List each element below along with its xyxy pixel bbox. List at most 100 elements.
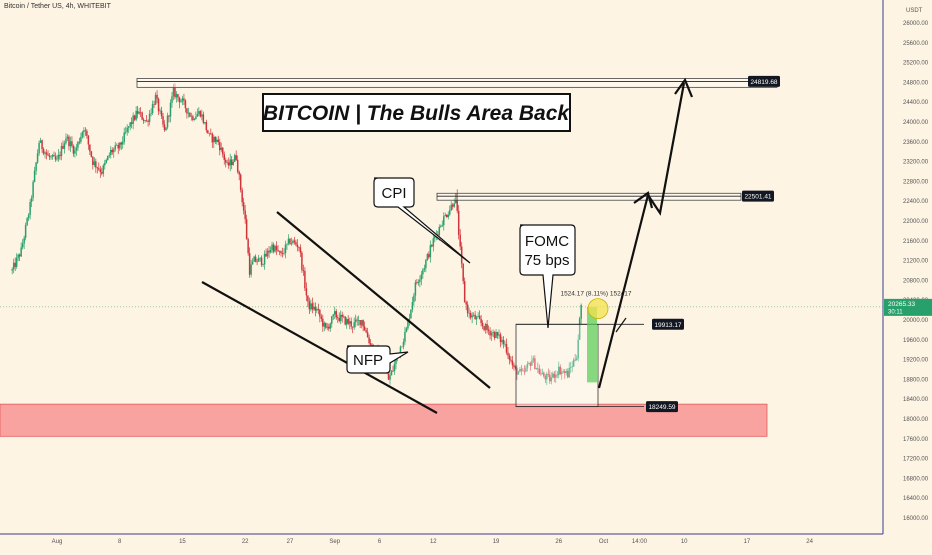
candle-up bbox=[329, 323, 332, 329]
y-tick-label: 23600.00 bbox=[903, 140, 929, 146]
candle-up bbox=[492, 332, 494, 333]
candle-up bbox=[413, 295, 415, 303]
candle-down bbox=[514, 366, 517, 368]
candle-down bbox=[462, 263, 464, 282]
candle-down bbox=[335, 311, 338, 318]
x-tick-label: 26 bbox=[555, 539, 562, 545]
candle-up bbox=[501, 339, 503, 343]
candle-down bbox=[289, 238, 291, 244]
candle-up bbox=[562, 371, 564, 372]
candle-up bbox=[229, 159, 231, 166]
level-label: 22501.41 bbox=[744, 194, 771, 201]
candle-down bbox=[162, 116, 164, 125]
candle-down bbox=[507, 352, 509, 356]
candle-up bbox=[577, 339, 579, 359]
candle-down bbox=[366, 332, 369, 338]
candle-down bbox=[469, 313, 472, 318]
candle-down bbox=[157, 98, 160, 112]
candle-down bbox=[239, 174, 242, 190]
candle-up bbox=[411, 302, 414, 310]
candle-up bbox=[181, 98, 184, 102]
y-tick-label: 25200.00 bbox=[903, 61, 929, 67]
candle-down bbox=[341, 314, 343, 317]
current-price-label: 20265.33 bbox=[888, 301, 915, 308]
candle-down bbox=[202, 114, 205, 123]
y-tick-label: 19600.00 bbox=[903, 338, 929, 344]
candle-up bbox=[27, 215, 30, 219]
candle-up bbox=[316, 308, 318, 311]
candle-down bbox=[299, 247, 302, 253]
candle-down bbox=[244, 210, 246, 220]
candle-down bbox=[178, 97, 181, 103]
candle-down bbox=[177, 94, 179, 98]
candle-up bbox=[405, 328, 408, 332]
y-tick-label: 26000.00 bbox=[903, 21, 929, 27]
x-tick-label: 17 bbox=[744, 539, 751, 545]
channel-upper-line bbox=[276, 211, 491, 389]
candle-up bbox=[395, 358, 397, 364]
candle-up bbox=[353, 322, 355, 328]
candle-up bbox=[257, 258, 260, 262]
candle-down bbox=[211, 133, 214, 143]
candle-up bbox=[233, 155, 236, 162]
candle-up bbox=[404, 331, 406, 342]
candle-down bbox=[14, 262, 16, 267]
candle-down bbox=[356, 319, 358, 321]
candle-down bbox=[544, 376, 547, 380]
candle-down bbox=[95, 161, 97, 168]
candle-down bbox=[90, 151, 93, 157]
candle-down bbox=[336, 317, 339, 319]
candle-up bbox=[151, 104, 154, 114]
candle-down bbox=[556, 374, 559, 376]
candle-down bbox=[120, 142, 122, 145]
candle-down bbox=[238, 171, 240, 175]
candle-down bbox=[574, 359, 576, 361]
candle-down bbox=[54, 156, 57, 160]
candle-up bbox=[172, 87, 175, 97]
candle-up bbox=[269, 249, 272, 253]
candle-up bbox=[448, 210, 451, 215]
candle-up bbox=[444, 215, 447, 217]
candle-up bbox=[250, 264, 252, 275]
candle-down bbox=[48, 155, 51, 157]
candle-down bbox=[168, 115, 170, 117]
candle-down bbox=[147, 120, 149, 122]
candle-down bbox=[260, 257, 263, 265]
candle-down bbox=[502, 339, 505, 344]
candle-down bbox=[256, 261, 258, 263]
candle-up bbox=[528, 363, 530, 364]
candle-up bbox=[477, 315, 479, 317]
level-label: 18249.59 bbox=[648, 404, 675, 411]
candle-up bbox=[266, 250, 269, 257]
candle-down bbox=[84, 130, 87, 131]
cpi-callout bbox=[373, 177, 471, 264]
y-tick-label: 21200.00 bbox=[903, 259, 929, 265]
resistance-zone-mid bbox=[436, 192, 742, 201]
candle-down bbox=[217, 139, 220, 143]
candle-down bbox=[117, 144, 119, 149]
candle-up bbox=[60, 145, 63, 157]
y-tick-label: 16800.00 bbox=[903, 476, 929, 482]
candle-up bbox=[393, 363, 396, 371]
candle-down bbox=[428, 254, 430, 258]
candle-down bbox=[278, 251, 281, 252]
candle-up bbox=[112, 149, 115, 153]
candle-up bbox=[447, 214, 450, 218]
candle-down bbox=[145, 120, 148, 121]
candle-up bbox=[550, 377, 553, 382]
candle-down bbox=[189, 112, 191, 117]
candle-down bbox=[481, 322, 484, 327]
candle-down bbox=[547, 373, 550, 375]
y-tick-label: 20000.00 bbox=[903, 318, 929, 324]
candle-up bbox=[74, 150, 76, 154]
candle-down bbox=[311, 303, 314, 310]
candle-down bbox=[247, 239, 249, 254]
candle-down bbox=[308, 301, 311, 310]
candle-up bbox=[348, 321, 351, 324]
candle-up bbox=[532, 358, 535, 361]
y-tick-label: 24400.00 bbox=[903, 100, 929, 106]
candle-up bbox=[15, 257, 18, 267]
y-tick-label: 17200.00 bbox=[903, 457, 929, 463]
